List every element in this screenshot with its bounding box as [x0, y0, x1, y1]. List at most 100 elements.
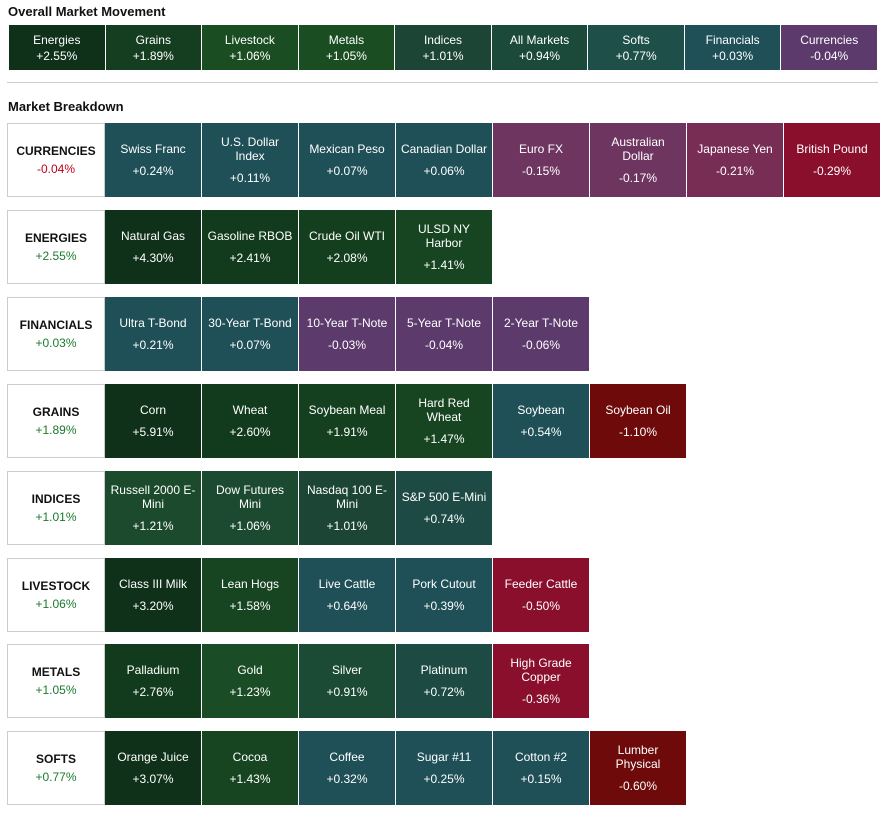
category-label: CURRENCIES -0.04%: [7, 123, 105, 197]
market-tile[interactable]: British Pound -0.29%: [784, 123, 880, 197]
market-tile[interactable]: Livestock +1.06%: [202, 25, 298, 70]
market-tile[interactable]: U.S. Dollar Index +0.11%: [202, 123, 298, 197]
tile-name: Euro FX: [518, 142, 563, 156]
category-label: FINANCIALS +0.03%: [7, 296, 105, 371]
tile-change: +0.06%: [423, 164, 465, 178]
market-tile[interactable]: Cocoa +1.43%: [202, 731, 298, 806]
tile-change: +3.07%: [132, 772, 174, 787]
market-tile[interactable]: Australian Dollar -0.17%: [590, 123, 686, 197]
tile-name: Corn: [139, 402, 166, 417]
tile-name: Live Cattle: [318, 576, 376, 591]
market-tile[interactable]: Orange Juice +3.07%: [105, 731, 201, 806]
tile-change: +0.07%: [326, 164, 368, 178]
tile-name: ULSD NY Harbor: [417, 221, 470, 250]
market-tile[interactable]: Lumber Physical -0.60%: [590, 731, 686, 806]
market-tile[interactable]: Crude Oil WTI +2.08%: [299, 209, 395, 284]
tile-name: Metals: [328, 32, 365, 47]
tile-change: +0.11%: [229, 171, 271, 185]
tile-name: S&P 500 E-Mini: [401, 489, 487, 504]
tile-name: Palladium: [126, 663, 180, 678]
category-label: LIVESTOCK +1.06%: [7, 557, 105, 632]
market-tile[interactable]: Grains +1.89%: [105, 25, 202, 70]
market-tile[interactable]: Ultra T-Bond +0.21%: [105, 296, 201, 371]
market-tile[interactable]: Live Cattle +0.64%: [299, 557, 395, 632]
market-tile[interactable]: Cotton #2 +0.15%: [493, 731, 589, 806]
tile-change: +0.32%: [326, 772, 368, 787]
market-tile[interactable]: Gasoline RBOB +2.41%: [202, 209, 298, 284]
tile-change: -1.10%: [618, 424, 658, 439]
market-tile[interactable]: Japanese Yen -0.21%: [687, 123, 783, 197]
market-tile[interactable]: 5-Year T-Note -0.04%: [396, 296, 492, 371]
market-tile[interactable]: Platinum +0.72%: [396, 644, 492, 719]
separator: [7, 82, 878, 83]
market-tile[interactable]: Feeder Cattle -0.50%: [493, 557, 589, 632]
market-tile[interactable]: Corn +5.91%: [105, 383, 201, 458]
market-tile[interactable]: Soybean +0.54%: [493, 383, 589, 458]
market-tile[interactable]: Russell 2000 E-Mini +1.21%: [105, 470, 201, 545]
category-name: FINANCIALS: [19, 317, 93, 332]
market-tile[interactable]: Dow Futures Mini +1.06%: [202, 470, 298, 545]
tile-change: +0.25%: [423, 772, 465, 787]
market-tile[interactable]: Pork Cutout +0.39%: [396, 557, 492, 632]
tile-name: Lumber Physical: [615, 743, 661, 772]
tile-name: Softs: [622, 32, 650, 47]
market-tile[interactable]: Palladium +2.76%: [105, 644, 201, 719]
market-tile[interactable]: Energies +2.55%: [9, 25, 105, 70]
tile-change: +1.41%: [423, 257, 465, 272]
tile-name: Hard Red Wheat: [418, 395, 470, 424]
market-tile[interactable]: Wheat +2.60%: [202, 383, 298, 458]
category-change: +1.01%: [35, 509, 77, 524]
market-tile[interactable]: Softs +0.77%: [588, 25, 684, 70]
tile-name: 10-Year T-Note: [306, 315, 388, 330]
tile-name: Lean Hogs: [220, 576, 280, 591]
category-name: INDICES: [31, 491, 81, 506]
market-tile[interactable]: Nasdaq 100 E-Mini +1.01%: [299, 470, 395, 545]
market-tile[interactable]: ULSD NY Harbor +1.41%: [396, 209, 492, 284]
market-tile[interactable]: 2-Year T-Note -0.06%: [493, 296, 589, 371]
market-tile[interactable]: Canadian Dollar +0.06%: [396, 123, 492, 197]
category-name: SOFTS: [35, 752, 76, 767]
tile-change: +1.58%: [229, 598, 271, 613]
market-tile[interactable]: Currencies -0.04%: [781, 25, 877, 70]
tile-change: -0.04%: [424, 337, 464, 352]
market-tile[interactable]: S&P 500 E-Mini +0.74%: [396, 470, 492, 545]
tile-change: +0.54%: [520, 424, 562, 439]
tile-name: Platinum: [420, 663, 468, 678]
category-change: +0.03%: [35, 335, 77, 350]
category-change: +1.06%: [35, 596, 77, 611]
market-tile[interactable]: Soybean Meal +1.91%: [299, 383, 395, 458]
tile-name: Wheat: [232, 402, 268, 417]
market-tile[interactable]: Soybean Oil -1.10%: [590, 383, 686, 458]
market-tile[interactable]: High Grade Copper -0.36%: [493, 644, 589, 719]
tile-name: Canadian Dollar: [400, 142, 488, 156]
category-change: +1.05%: [35, 683, 77, 698]
market-tile[interactable]: Indices +1.01%: [395, 25, 491, 70]
market-tile[interactable]: Swiss Franc +0.24%: [105, 123, 201, 197]
category-name: ENERGIES: [24, 230, 87, 245]
market-tile[interactable]: Sugar #11 +0.25%: [396, 731, 492, 806]
tile-name: All Markets: [509, 32, 570, 47]
market-tile[interactable]: Class III Milk +3.20%: [105, 557, 201, 632]
market-tile[interactable]: Natural Gas +4.30%: [105, 209, 201, 284]
tile-name: Silver: [331, 663, 362, 678]
market-tile[interactable]: All Markets +0.94%: [491, 25, 588, 70]
tile-change: +0.07%: [229, 337, 271, 352]
market-tile[interactable]: Metals +1.05%: [298, 25, 395, 70]
market-tile[interactable]: 10-Year T-Note -0.03%: [299, 296, 395, 371]
tile-change: +0.94%: [519, 48, 561, 63]
market-tile[interactable]: Euro FX -0.15%: [493, 123, 589, 197]
tile-name: 2-Year T-Note: [503, 315, 579, 330]
market-tile[interactable]: Lean Hogs +1.58%: [202, 557, 298, 632]
market-tile[interactable]: 30-Year T-Bond +0.07%: [202, 296, 298, 371]
market-tile[interactable]: Silver +0.91%: [299, 644, 395, 719]
market-tile[interactable]: Hard Red Wheat +1.47%: [396, 383, 492, 458]
tile-name: Nasdaq 100 E-Mini: [306, 482, 388, 511]
tile-name: Orange Juice: [117, 750, 189, 765]
category-change: -0.04%: [36, 162, 76, 176]
market-tile[interactable]: Financials +0.03%: [684, 25, 781, 70]
market-tile[interactable]: Gold +1.23%: [202, 644, 298, 719]
market-tile[interactable]: Coffee +0.32%: [299, 731, 395, 806]
tile-name: Energies: [33, 32, 81, 47]
tile-name: Japanese Yen: [697, 142, 773, 156]
market-tile[interactable]: Mexican Peso +0.07%: [299, 123, 395, 197]
